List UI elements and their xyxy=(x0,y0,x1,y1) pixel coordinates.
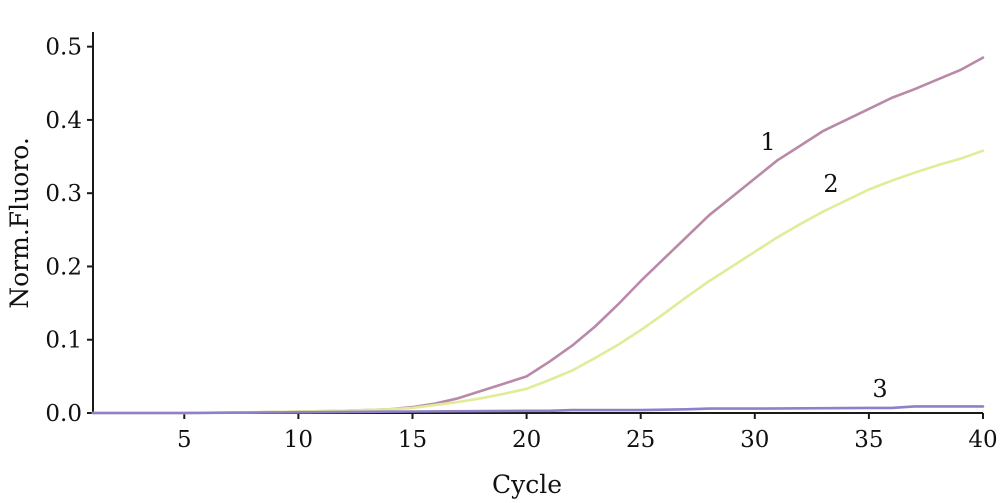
y-tick-label: 0.4 xyxy=(45,108,82,134)
tick-layer: 0.0 0.1 0.2 0.3 0.4 0.5 5 10 15 20 25 30 35 40 xyxy=(45,35,997,453)
x-tick-label: 15 xyxy=(398,427,427,453)
x-tick-label: 25 xyxy=(626,427,655,453)
x-tick-label: 35 xyxy=(854,427,883,453)
x-tick-label: 10 xyxy=(284,427,313,453)
x-tick-label: 40 xyxy=(968,427,997,453)
x-tick-label: 20 xyxy=(512,427,541,453)
series-1-label: 1 xyxy=(760,128,775,156)
series-2-label: 2 xyxy=(823,170,838,198)
series-2-line xyxy=(91,149,985,415)
series-1-line xyxy=(91,56,985,415)
y-tick-label: 0.1 xyxy=(45,328,82,354)
x-tick-label: 30 xyxy=(740,427,769,453)
axis-layer xyxy=(92,32,983,414)
x-tick-label: 5 xyxy=(177,427,192,453)
label-layer: 1 2 3 xyxy=(760,128,887,403)
y-tick-label: 0.5 xyxy=(45,35,82,61)
x-axis-title: Cycle xyxy=(492,470,562,499)
y-tick-label: 0.3 xyxy=(45,181,82,207)
y-tick-label: 0.2 xyxy=(45,254,82,280)
series-layer xyxy=(91,56,985,415)
y-axis-title: Norm.Fluoro. xyxy=(5,137,34,309)
series-3-line xyxy=(91,405,985,415)
series-3-label: 3 xyxy=(872,375,887,403)
y-tick-label: 0.0 xyxy=(45,401,82,427)
